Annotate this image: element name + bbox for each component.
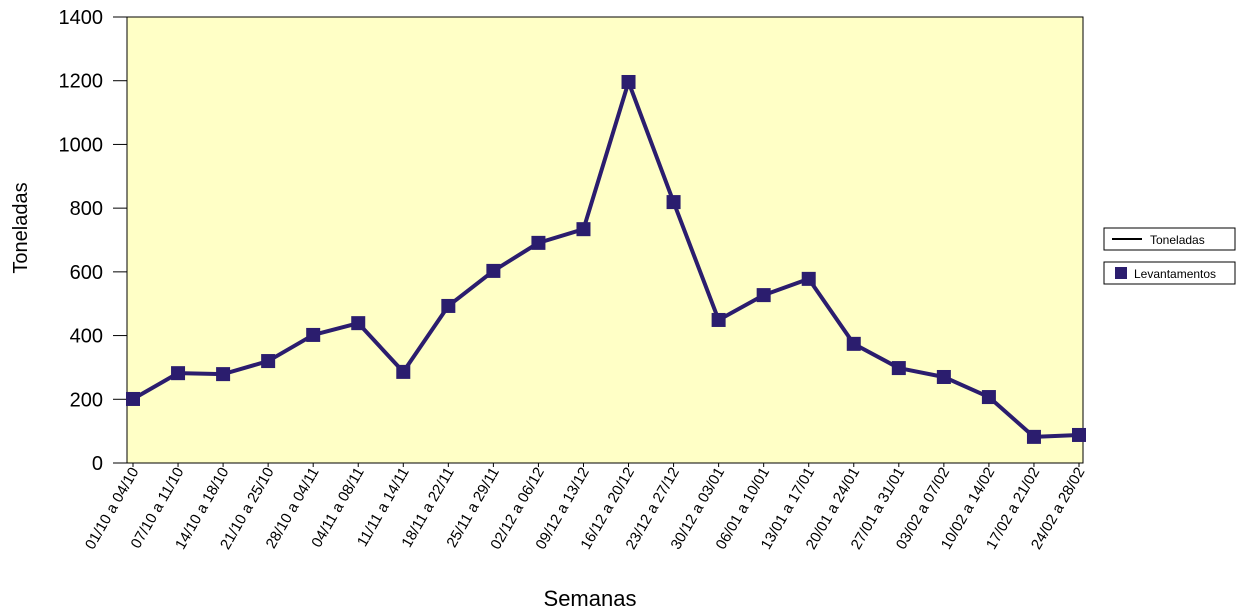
marker bbox=[666, 195, 681, 210]
y-tick-label: 1000 bbox=[59, 134, 104, 156]
legend-box bbox=[1103, 261, 1236, 285]
marker bbox=[171, 366, 186, 381]
marker bbox=[621, 74, 636, 89]
marker bbox=[261, 354, 276, 369]
marker bbox=[351, 316, 366, 331]
legend-label: Levantamentos bbox=[1134, 267, 1216, 281]
marker bbox=[711, 312, 726, 327]
marker bbox=[1026, 429, 1041, 444]
marker bbox=[576, 222, 591, 237]
marker bbox=[936, 369, 951, 384]
y-axis-title: Toneladas bbox=[10, 182, 32, 273]
marker bbox=[441, 298, 456, 313]
marker bbox=[756, 288, 771, 303]
y-tick-label: 0 bbox=[92, 453, 103, 475]
y-tick-label: 200 bbox=[70, 389, 103, 411]
legend-label: Toneladas bbox=[1150, 233, 1205, 247]
marker bbox=[1072, 427, 1086, 442]
marker bbox=[306, 327, 321, 342]
legend-box bbox=[1103, 227, 1236, 251]
marker bbox=[396, 364, 411, 379]
marker bbox=[486, 263, 501, 278]
y-tick-label: 600 bbox=[70, 262, 103, 284]
marker bbox=[801, 271, 816, 286]
y-tick-label: 400 bbox=[70, 326, 103, 348]
x-axis-title: Semanas bbox=[544, 586, 637, 611]
marker bbox=[216, 367, 231, 382]
line bbox=[132, 79, 1080, 439]
y-tick-label: 1400 bbox=[59, 7, 104, 29]
plot-area bbox=[126, 16, 1084, 464]
y-tick-label: 800 bbox=[70, 198, 103, 220]
legend-marker bbox=[1115, 267, 1127, 279]
marker bbox=[981, 390, 996, 405]
marker bbox=[891, 361, 906, 376]
marker bbox=[846, 336, 861, 351]
marker bbox=[531, 235, 546, 250]
y-tick-label: 1200 bbox=[59, 71, 104, 93]
marker bbox=[126, 391, 140, 406]
